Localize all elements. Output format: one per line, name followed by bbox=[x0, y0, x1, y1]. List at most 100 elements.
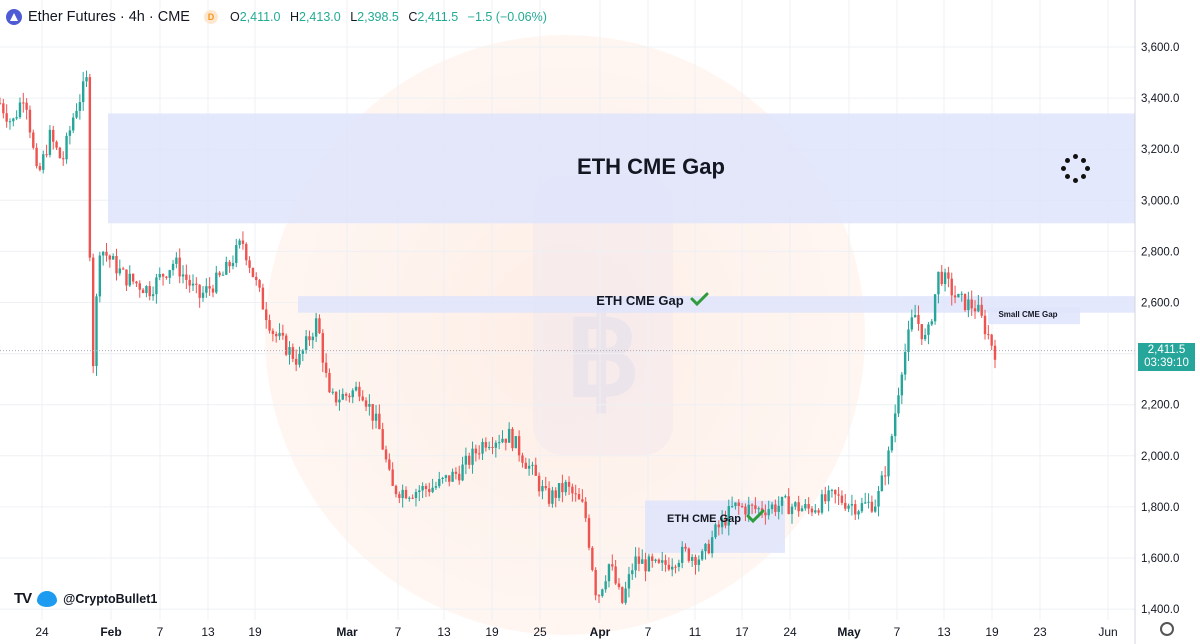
symbol-title[interactable]: Ether Futures · 4h · CME bbox=[28, 9, 190, 25]
candle-body bbox=[601, 589, 604, 597]
candle-body bbox=[68, 130, 72, 136]
candle-body bbox=[308, 336, 311, 341]
candle-body bbox=[477, 453, 481, 455]
candle-body bbox=[491, 446, 494, 448]
y-tick-label: 1,600.0 bbox=[1141, 553, 1179, 565]
candle-body bbox=[584, 501, 587, 519]
bitcoin-watermark-icon bbox=[533, 175, 673, 455]
candle-body bbox=[837, 494, 840, 496]
candle-body bbox=[637, 556, 641, 564]
x-tick-label: 13 bbox=[437, 625, 451, 639]
candle-body bbox=[680, 546, 684, 563]
candle-body bbox=[524, 462, 527, 469]
bar-countdown: 03:39:10 bbox=[1144, 357, 1189, 369]
candle-body bbox=[774, 504, 777, 512]
candle-body bbox=[98, 255, 102, 297]
candle-body bbox=[278, 332, 281, 337]
candle-body bbox=[441, 477, 444, 480]
candle-body bbox=[151, 294, 155, 297]
candle-body bbox=[65, 135, 68, 160]
gap-zone bbox=[108, 113, 1135, 224]
candle-body bbox=[72, 117, 75, 131]
candle-body bbox=[12, 118, 15, 122]
candle-body bbox=[993, 345, 997, 360]
candle-body bbox=[324, 362, 328, 373]
candle-series bbox=[0, 70, 997, 605]
candle-body bbox=[537, 475, 541, 492]
candle-body bbox=[541, 486, 544, 492]
candle-body bbox=[514, 436, 518, 449]
x-tick-label: 24 bbox=[35, 625, 49, 639]
candle-body bbox=[923, 334, 927, 340]
candle-body bbox=[221, 274, 225, 276]
candle-body bbox=[251, 267, 255, 277]
candle-body bbox=[474, 448, 478, 454]
author-watermark: TV @CryptoBullet1 bbox=[14, 590, 157, 607]
zone-label: ETH CME Gap bbox=[596, 293, 683, 308]
x-tick-label: Jun bbox=[1098, 625, 1117, 639]
candle-body bbox=[561, 483, 564, 493]
delayed-badge-icon[interactable]: D bbox=[203, 10, 218, 24]
y-tick-label: 2,800.0 bbox=[1141, 246, 1179, 258]
candle-body bbox=[707, 543, 711, 554]
candle-body bbox=[874, 506, 877, 512]
candle-body bbox=[458, 473, 461, 481]
candle-body bbox=[321, 333, 324, 363]
candle-body bbox=[38, 166, 42, 170]
spinner-dot bbox=[1081, 174, 1087, 180]
candle-body bbox=[547, 488, 551, 504]
spinner-dot bbox=[1061, 166, 1066, 171]
candle-body bbox=[917, 314, 920, 325]
zone-labels: ETH CME Gap ETH CME Gap ETH CME Gap Small C… bbox=[577, 154, 1058, 525]
candle-body bbox=[740, 505, 744, 507]
y-tick-label: 3,200.0 bbox=[1141, 144, 1179, 156]
candle-body bbox=[614, 566, 617, 584]
candle-body bbox=[468, 455, 471, 465]
candle-body bbox=[155, 277, 158, 295]
candle-body bbox=[55, 141, 58, 148]
candle-body bbox=[42, 154, 45, 170]
candle-body bbox=[131, 273, 135, 282]
candle-body bbox=[754, 505, 757, 510]
candle-body bbox=[977, 304, 980, 312]
candle-body bbox=[314, 318, 318, 337]
candle-body bbox=[451, 471, 454, 482]
y-tick-label: 3,000.0 bbox=[1141, 195, 1179, 207]
candle-body bbox=[148, 286, 151, 297]
candle-body bbox=[2, 103, 5, 114]
candle-body bbox=[271, 330, 275, 334]
y-tick-label: 1,800.0 bbox=[1141, 502, 1179, 514]
candle-body bbox=[527, 465, 531, 469]
candle-body bbox=[641, 559, 644, 564]
candle-body bbox=[784, 496, 787, 498]
candle-body bbox=[118, 268, 121, 274]
candle-body bbox=[18, 102, 22, 118]
candle-body bbox=[893, 413, 897, 437]
candle-body bbox=[228, 261, 231, 267]
last-price-value: 2,411.5 bbox=[1147, 344, 1186, 356]
candle-body bbox=[145, 286, 148, 294]
candle-body bbox=[275, 333, 278, 337]
candle-body bbox=[294, 358, 298, 365]
candle-body bbox=[328, 372, 331, 393]
y-tick-label: 1,400.0 bbox=[1141, 604, 1179, 616]
candle-body bbox=[887, 450, 890, 477]
x-tick-label: 19 bbox=[485, 625, 499, 639]
candle-body bbox=[717, 524, 720, 528]
candle-body bbox=[654, 559, 657, 561]
candle-body bbox=[897, 395, 900, 414]
close-value: 2,411.5 bbox=[417, 10, 459, 24]
settings-gear-icon[interactable] bbox=[1160, 622, 1174, 636]
candle-body bbox=[351, 390, 354, 398]
spinner-dot bbox=[1064, 157, 1070, 163]
candle-body bbox=[424, 485, 428, 490]
candle-body bbox=[900, 374, 904, 396]
x-tick-label: Apr bbox=[590, 625, 611, 639]
candle-body bbox=[780, 496, 784, 506]
candle-body bbox=[834, 489, 837, 495]
candle-body bbox=[551, 490, 554, 504]
candle-body bbox=[52, 129, 55, 142]
candle-body bbox=[634, 556, 637, 571]
candle-body bbox=[814, 510, 817, 513]
